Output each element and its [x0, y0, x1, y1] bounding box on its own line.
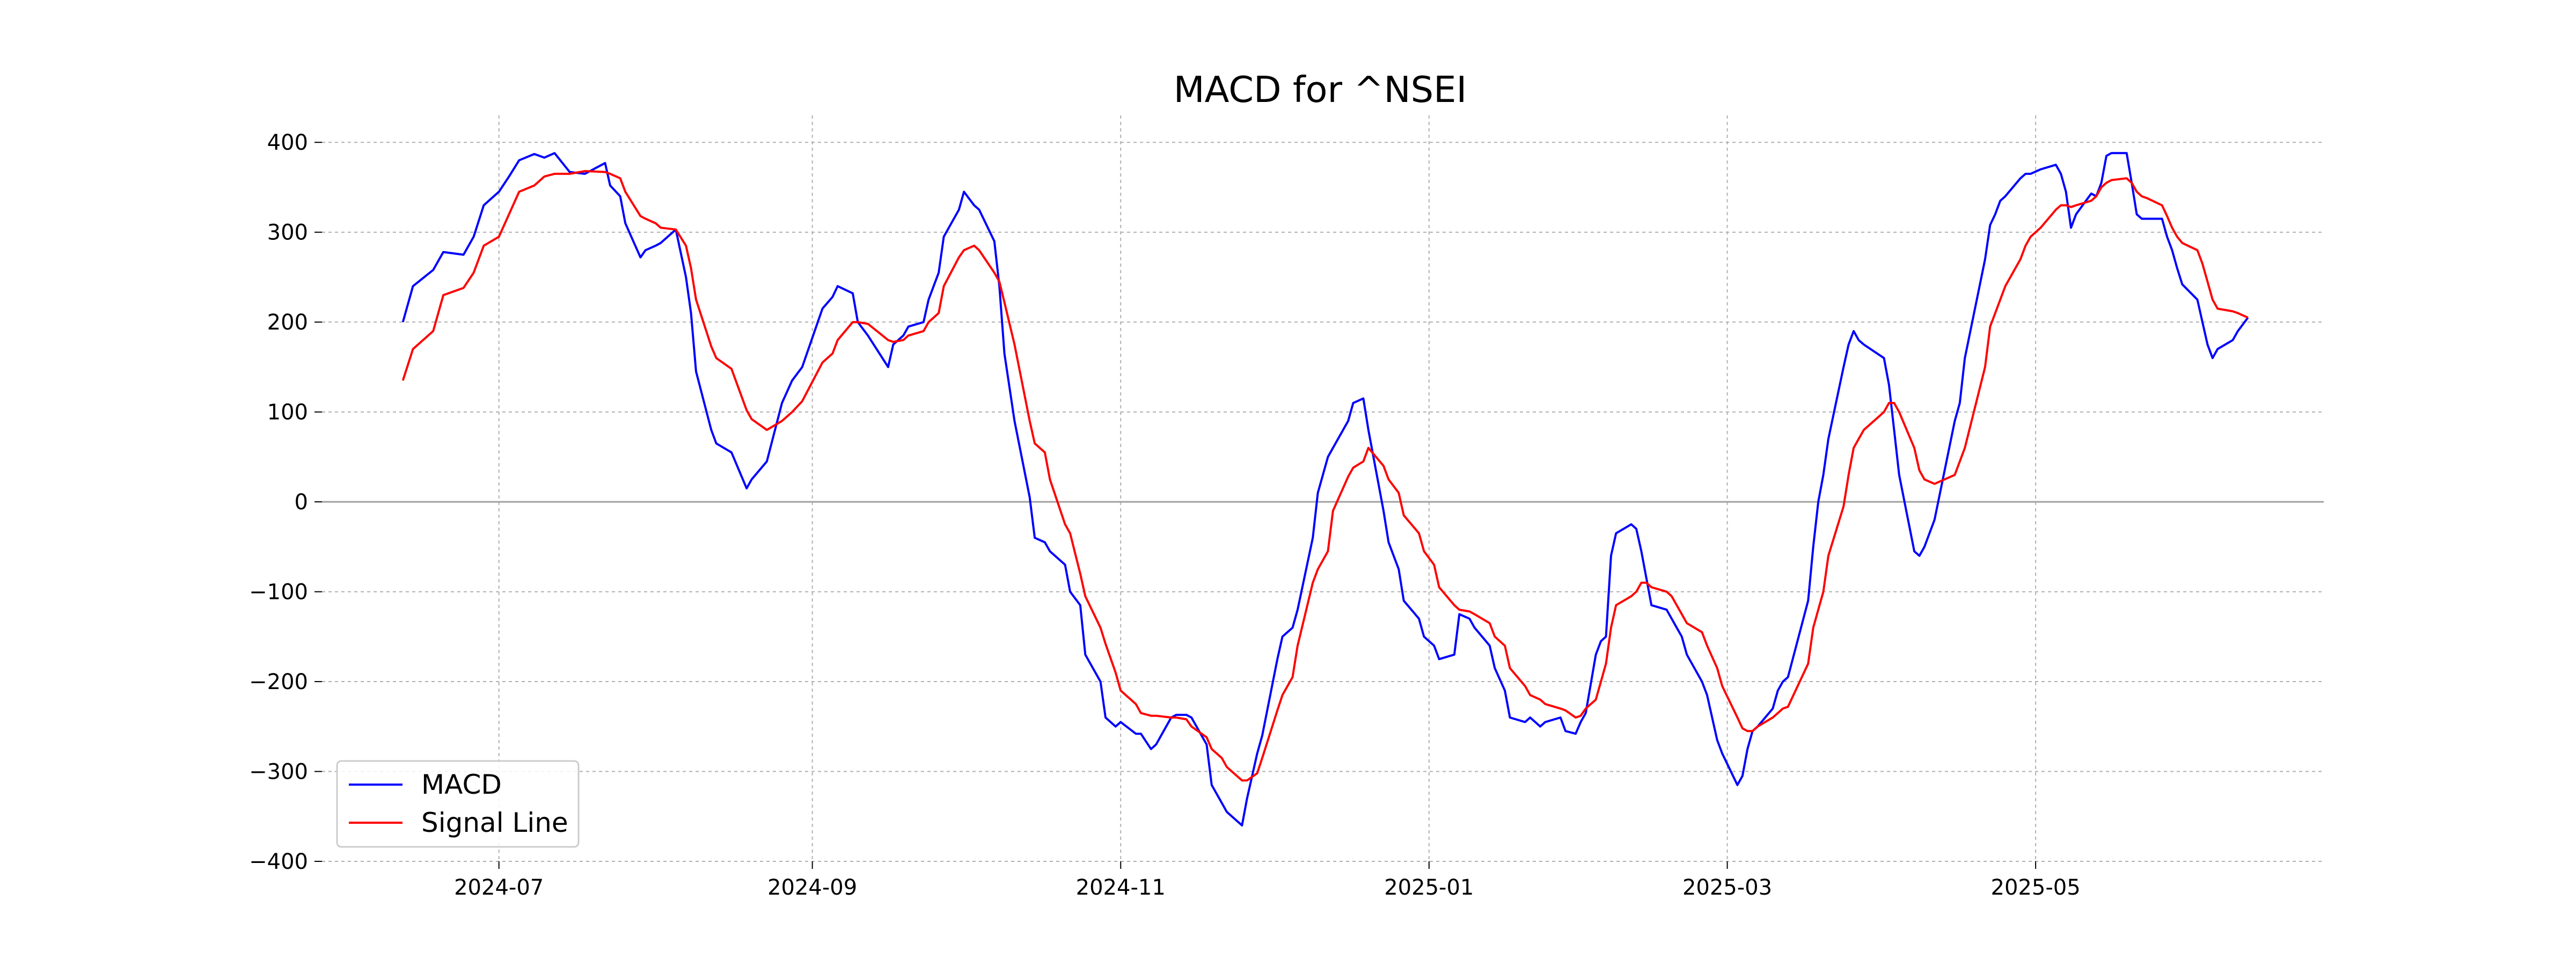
y-tick-label: 200 [267, 310, 308, 335]
y-tick-label: −100 [249, 580, 308, 605]
legend-label-signal-line: Signal Line [421, 807, 568, 838]
y-tick-label: 100 [267, 400, 308, 425]
x-tick-label: 2024-07 [454, 875, 544, 900]
y-tick-label: 0 [295, 490, 308, 515]
x-tick-label: 2025-05 [1991, 875, 2081, 900]
x-tick-label: 2025-01 [1384, 875, 1474, 900]
y-tick-label: 300 [267, 221, 308, 245]
legend-frame [336, 760, 580, 848]
x-tick-label: 2024-09 [767, 875, 857, 900]
grid-lines [322, 115, 2324, 862]
y-axis-ticks: 400 300 200 100 0 −100 −200 −300 −400 [249, 130, 322, 874]
y-tick-label: −200 [249, 670, 308, 694]
series-line-signal-line [401, 170, 2249, 782]
chart-title: MACD for ^NSEI [1174, 69, 1467, 111]
x-tick-label: 2024-11 [1076, 875, 1166, 900]
legend: MACD Signal Line [336, 760, 580, 848]
x-tick-label: 2025-03 [1682, 875, 1772, 900]
y-tick-label: −400 [249, 850, 308, 874]
legend-label-macd: MACD [421, 769, 502, 800]
series-line-macd [401, 152, 2249, 826]
y-tick-label: 400 [267, 130, 308, 155]
y-tick-label: −300 [249, 760, 308, 785]
x-axis-ticks: 2024-07 2024-09 2024-11 2025-01 2025-03 2025-… [454, 861, 2081, 900]
series-lines [401, 152, 2249, 826]
